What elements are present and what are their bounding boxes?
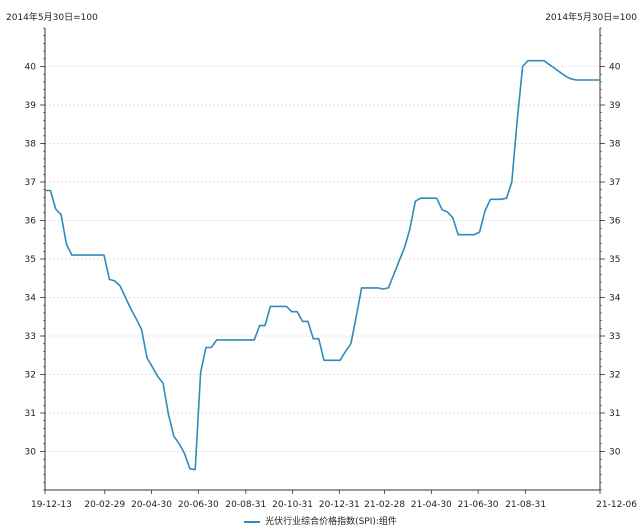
y-axis-left: 30 31 32 33 34 35 36 37 38 39 40 xyxy=(25,63,45,458)
y-tick-label-left: 33 xyxy=(25,332,36,342)
x-tick-label: 20-10-31 xyxy=(272,500,313,510)
x-tick-label: 20-02-29 xyxy=(84,500,125,510)
y-tick-label-right: 37 xyxy=(609,178,620,188)
y-tick-label-left: 31 xyxy=(25,409,36,419)
y-tick-label-left: 36 xyxy=(25,217,37,227)
x-tick-label: 21-04-30 xyxy=(411,500,452,510)
y-tick-label-right: 31 xyxy=(609,409,620,419)
y-axis-right: 30 31 32 33 34 35 36 37 38 39 40 xyxy=(600,63,621,458)
y-tick-label-left: 39 xyxy=(25,101,37,111)
y-tick-label-right: 32 xyxy=(609,371,620,381)
y-tick-label-right: 36 xyxy=(609,217,621,227)
y-tick-label-right: 39 xyxy=(609,101,621,111)
y-tick-label-right: 35 xyxy=(609,255,620,265)
grid-lines xyxy=(45,66,600,452)
y-axis-unit-left: 2014年5月30日=100 xyxy=(6,13,98,23)
x-axis: 19-12-13 20-02-29 20-04-30 20-06-30 20-08-31… xyxy=(31,490,637,510)
series-line xyxy=(45,59,600,471)
legend: 光伏行业综合价格指数(SPI):组件 xyxy=(0,514,641,527)
legend-swatch xyxy=(244,520,261,523)
legend-label: 光伏行业综合价格指数(SPI):组件 xyxy=(265,517,397,527)
x-tick-label: 20-08-31 xyxy=(225,500,266,510)
y-tick-label-right: 33 xyxy=(609,332,620,342)
x-tick-label: 20-04-30 xyxy=(131,500,172,510)
x-tick-label: 20-06-30 xyxy=(178,500,219,510)
y-tick-label-left: 37 xyxy=(25,178,36,188)
x-tick-label: 21-02-28 xyxy=(364,500,405,510)
y-tick-label-left: 30 xyxy=(25,448,37,458)
y-tick-label-left: 34 xyxy=(25,294,37,304)
x-tick-label: 19-12-13 xyxy=(31,500,72,510)
y-tick-label-left: 40 xyxy=(25,63,37,73)
y-tick-label-right: 38 xyxy=(609,140,621,150)
x-tick-label: 21-06-30 xyxy=(458,500,499,510)
y-tick-label-right: 40 xyxy=(609,63,621,73)
x-tick-label: 21-08-31 xyxy=(505,500,546,510)
x-tick-label: 20-12-31 xyxy=(319,500,360,510)
y-tick-label-right: 34 xyxy=(609,294,621,304)
y-tick-label-left: 38 xyxy=(25,140,37,150)
y-tick-label-left: 35 xyxy=(25,255,36,265)
y-tick-label-left: 32 xyxy=(25,371,36,381)
y-tick-label-right: 30 xyxy=(609,448,621,458)
y-axis-unit-right: 2014年5月30日=100 xyxy=(545,13,637,23)
x-tick-label: 21-12-06 xyxy=(596,500,637,510)
